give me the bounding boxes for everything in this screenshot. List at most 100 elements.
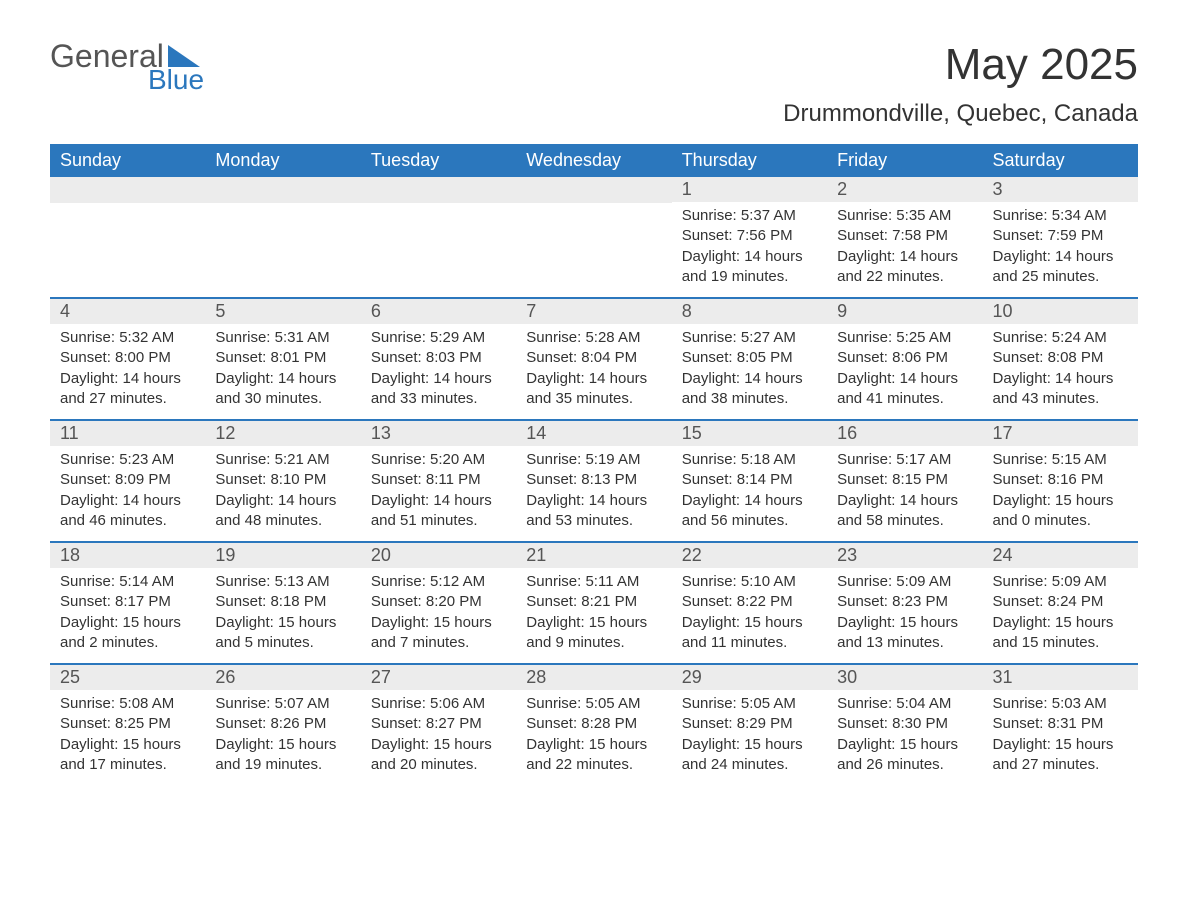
sunrise-text: Sunrise: 5:05 AM bbox=[526, 694, 661, 714]
weekday-header: Thursday bbox=[672, 144, 827, 177]
day-cell: 13Sunrise: 5:20 AMSunset: 8:11 PMDayligh… bbox=[361, 421, 516, 541]
sunrise-text: Sunrise: 5:21 AM bbox=[215, 450, 350, 470]
sunrise-text: Sunrise: 5:03 AM bbox=[993, 694, 1128, 714]
day-cell: 7Sunrise: 5:28 AMSunset: 8:04 PMDaylight… bbox=[516, 299, 671, 419]
sunset-text: Sunset: 8:00 PM bbox=[60, 348, 195, 368]
sunset-text: Sunset: 8:04 PM bbox=[526, 348, 661, 368]
sunrise-text: Sunrise: 5:20 AM bbox=[371, 450, 506, 470]
day-content: Sunrise: 5:19 AMSunset: 8:13 PMDaylight:… bbox=[516, 446, 671, 541]
sunset-text: Sunset: 8:20 PM bbox=[371, 592, 506, 612]
day-cell bbox=[516, 177, 671, 297]
sunrise-text: Sunrise: 5:19 AM bbox=[526, 450, 661, 470]
day-content: Sunrise: 5:14 AMSunset: 8:17 PMDaylight:… bbox=[50, 568, 205, 663]
sunrise-text: Sunrise: 5:24 AM bbox=[993, 328, 1128, 348]
weekday-header: Sunday bbox=[50, 144, 205, 177]
daylight-text: Daylight: 15 hours and 19 minutes. bbox=[215, 735, 350, 776]
sunset-text: Sunset: 8:23 PM bbox=[837, 592, 972, 612]
sunset-text: Sunset: 8:06 PM bbox=[837, 348, 972, 368]
sunrise-text: Sunrise: 5:18 AM bbox=[682, 450, 817, 470]
sunset-text: Sunset: 8:26 PM bbox=[215, 714, 350, 734]
day-content: Sunrise: 5:29 AMSunset: 8:03 PMDaylight:… bbox=[361, 324, 516, 419]
location: Drummondville, Quebec, Canada bbox=[783, 100, 1138, 128]
day-content: Sunrise: 5:10 AMSunset: 8:22 PMDaylight:… bbox=[672, 568, 827, 663]
day-number: 7 bbox=[516, 299, 671, 324]
daylight-text: Daylight: 15 hours and 15 minutes. bbox=[993, 613, 1128, 654]
daylight-text: Daylight: 15 hours and 5 minutes. bbox=[215, 613, 350, 654]
week-row: 1Sunrise: 5:37 AMSunset: 7:56 PMDaylight… bbox=[50, 177, 1138, 297]
day-content: Sunrise: 5:23 AMSunset: 8:09 PMDaylight:… bbox=[50, 446, 205, 541]
day-cell: 11Sunrise: 5:23 AMSunset: 8:09 PMDayligh… bbox=[50, 421, 205, 541]
daylight-text: Daylight: 15 hours and 13 minutes. bbox=[837, 613, 972, 654]
sunset-text: Sunset: 8:14 PM bbox=[682, 470, 817, 490]
day-content: Sunrise: 5:11 AMSunset: 8:21 PMDaylight:… bbox=[516, 568, 671, 663]
day-number bbox=[50, 177, 205, 203]
day-number: 26 bbox=[205, 665, 360, 690]
day-cell: 26Sunrise: 5:07 AMSunset: 8:26 PMDayligh… bbox=[205, 665, 360, 785]
daylight-text: Daylight: 15 hours and 27 minutes. bbox=[993, 735, 1128, 776]
sunrise-text: Sunrise: 5:13 AM bbox=[215, 572, 350, 592]
sunset-text: Sunset: 8:29 PM bbox=[682, 714, 817, 734]
sunrise-text: Sunrise: 5:31 AM bbox=[215, 328, 350, 348]
daylight-text: Daylight: 15 hours and 0 minutes. bbox=[993, 491, 1128, 532]
daylight-text: Daylight: 14 hours and 27 minutes. bbox=[60, 369, 195, 410]
sunset-text: Sunset: 8:24 PM bbox=[993, 592, 1128, 612]
day-content: Sunrise: 5:15 AMSunset: 8:16 PMDaylight:… bbox=[983, 446, 1138, 541]
sunrise-text: Sunrise: 5:29 AM bbox=[371, 328, 506, 348]
sunrise-text: Sunrise: 5:10 AM bbox=[682, 572, 817, 592]
sunset-text: Sunset: 8:25 PM bbox=[60, 714, 195, 734]
day-content: Sunrise: 5:28 AMSunset: 8:04 PMDaylight:… bbox=[516, 324, 671, 419]
day-content: Sunrise: 5:07 AMSunset: 8:26 PMDaylight:… bbox=[205, 690, 360, 785]
day-number: 18 bbox=[50, 543, 205, 568]
daylight-text: Daylight: 14 hours and 22 minutes. bbox=[837, 247, 972, 288]
sunrise-text: Sunrise: 5:34 AM bbox=[993, 206, 1128, 226]
day-content: Sunrise: 5:13 AMSunset: 8:18 PMDaylight:… bbox=[205, 568, 360, 663]
day-cell: 10Sunrise: 5:24 AMSunset: 8:08 PMDayligh… bbox=[983, 299, 1138, 419]
sunrise-text: Sunrise: 5:04 AM bbox=[837, 694, 972, 714]
sunrise-text: Sunrise: 5:32 AM bbox=[60, 328, 195, 348]
day-content: Sunrise: 5:17 AMSunset: 8:15 PMDaylight:… bbox=[827, 446, 982, 541]
day-cell: 29Sunrise: 5:05 AMSunset: 8:29 PMDayligh… bbox=[672, 665, 827, 785]
day-number: 23 bbox=[827, 543, 982, 568]
daylight-text: Daylight: 14 hours and 41 minutes. bbox=[837, 369, 972, 410]
day-number: 20 bbox=[361, 543, 516, 568]
day-cell: 5Sunrise: 5:31 AMSunset: 8:01 PMDaylight… bbox=[205, 299, 360, 419]
day-number: 30 bbox=[827, 665, 982, 690]
sunset-text: Sunset: 7:59 PM bbox=[993, 226, 1128, 246]
day-cell: 27Sunrise: 5:06 AMSunset: 8:27 PMDayligh… bbox=[361, 665, 516, 785]
week-row: 25Sunrise: 5:08 AMSunset: 8:25 PMDayligh… bbox=[50, 663, 1138, 785]
sunset-text: Sunset: 8:15 PM bbox=[837, 470, 972, 490]
day-cell: 17Sunrise: 5:15 AMSunset: 8:16 PMDayligh… bbox=[983, 421, 1138, 541]
daylight-text: Daylight: 14 hours and 33 minutes. bbox=[371, 369, 506, 410]
sunset-text: Sunset: 8:16 PM bbox=[993, 470, 1128, 490]
day-cell: 20Sunrise: 5:12 AMSunset: 8:20 PMDayligh… bbox=[361, 543, 516, 663]
logo-text-general: General bbox=[50, 40, 164, 72]
day-content: Sunrise: 5:32 AMSunset: 8:00 PMDaylight:… bbox=[50, 324, 205, 419]
daylight-text: Daylight: 15 hours and 17 minutes. bbox=[60, 735, 195, 776]
daylight-text: Daylight: 15 hours and 7 minutes. bbox=[371, 613, 506, 654]
day-cell: 18Sunrise: 5:14 AMSunset: 8:17 PMDayligh… bbox=[50, 543, 205, 663]
sunrise-text: Sunrise: 5:37 AM bbox=[682, 206, 817, 226]
day-content: Sunrise: 5:18 AMSunset: 8:14 PMDaylight:… bbox=[672, 446, 827, 541]
daylight-text: Daylight: 14 hours and 43 minutes. bbox=[993, 369, 1128, 410]
weekday-header: Monday bbox=[205, 144, 360, 177]
day-cell: 25Sunrise: 5:08 AMSunset: 8:25 PMDayligh… bbox=[50, 665, 205, 785]
sunrise-text: Sunrise: 5:25 AM bbox=[837, 328, 972, 348]
sunset-text: Sunset: 8:09 PM bbox=[60, 470, 195, 490]
day-cell: 15Sunrise: 5:18 AMSunset: 8:14 PMDayligh… bbox=[672, 421, 827, 541]
month-title: May 2025 bbox=[783, 40, 1138, 90]
day-number: 27 bbox=[361, 665, 516, 690]
sunrise-text: Sunrise: 5:06 AM bbox=[371, 694, 506, 714]
sunrise-text: Sunrise: 5:14 AM bbox=[60, 572, 195, 592]
day-content: Sunrise: 5:27 AMSunset: 8:05 PMDaylight:… bbox=[672, 324, 827, 419]
day-number: 4 bbox=[50, 299, 205, 324]
sunset-text: Sunset: 8:10 PM bbox=[215, 470, 350, 490]
sunset-text: Sunset: 8:31 PM bbox=[993, 714, 1128, 734]
day-number: 15 bbox=[672, 421, 827, 446]
daylight-text: Daylight: 15 hours and 22 minutes. bbox=[526, 735, 661, 776]
logo-text-blue: Blue bbox=[148, 66, 204, 94]
sunset-text: Sunset: 8:08 PM bbox=[993, 348, 1128, 368]
sunrise-text: Sunrise: 5:08 AM bbox=[60, 694, 195, 714]
day-content: Sunrise: 5:04 AMSunset: 8:30 PMDaylight:… bbox=[827, 690, 982, 785]
day-content: Sunrise: 5:06 AMSunset: 8:27 PMDaylight:… bbox=[361, 690, 516, 785]
sunrise-text: Sunrise: 5:35 AM bbox=[837, 206, 972, 226]
